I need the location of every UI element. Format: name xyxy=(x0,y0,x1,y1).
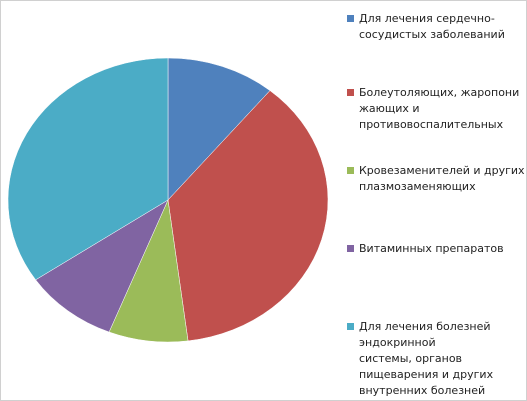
pie-slice xyxy=(35,199,169,333)
legend-swatch xyxy=(347,245,354,252)
pie-slice xyxy=(7,57,169,281)
pie-slice xyxy=(167,57,271,201)
legend-label: Болеутоляющих, жаропони жающих и противо… xyxy=(359,86,520,131)
legend-label: Для лечения сердечно- сосудистых заболев… xyxy=(359,12,505,41)
legend-item: Болеутоляющих, жаропони жающих и противо… xyxy=(347,85,526,133)
legend-swatch xyxy=(347,323,354,330)
legend-item: Для лечения сердечно- сосудистых заболев… xyxy=(347,11,526,43)
pie-area xyxy=(7,57,329,343)
legend-label: Витаминных препаратов xyxy=(359,242,504,255)
legend-swatch xyxy=(347,15,354,22)
legend-label: Для лечения болезней эндокринной системы… xyxy=(359,320,494,397)
legend-label: Кровезаменителей и других плазмозаменяющ… xyxy=(359,164,525,193)
legend-item: Витаминных препаратов xyxy=(347,241,526,257)
legend-swatch xyxy=(347,167,354,174)
pie-slice xyxy=(167,90,329,342)
legend-swatch xyxy=(347,89,354,96)
legend-item: Кровезаменителей и других плазмозаменяющ… xyxy=(347,163,526,195)
legend-item: Для лечения болезней эндокринной системы… xyxy=(347,319,526,399)
